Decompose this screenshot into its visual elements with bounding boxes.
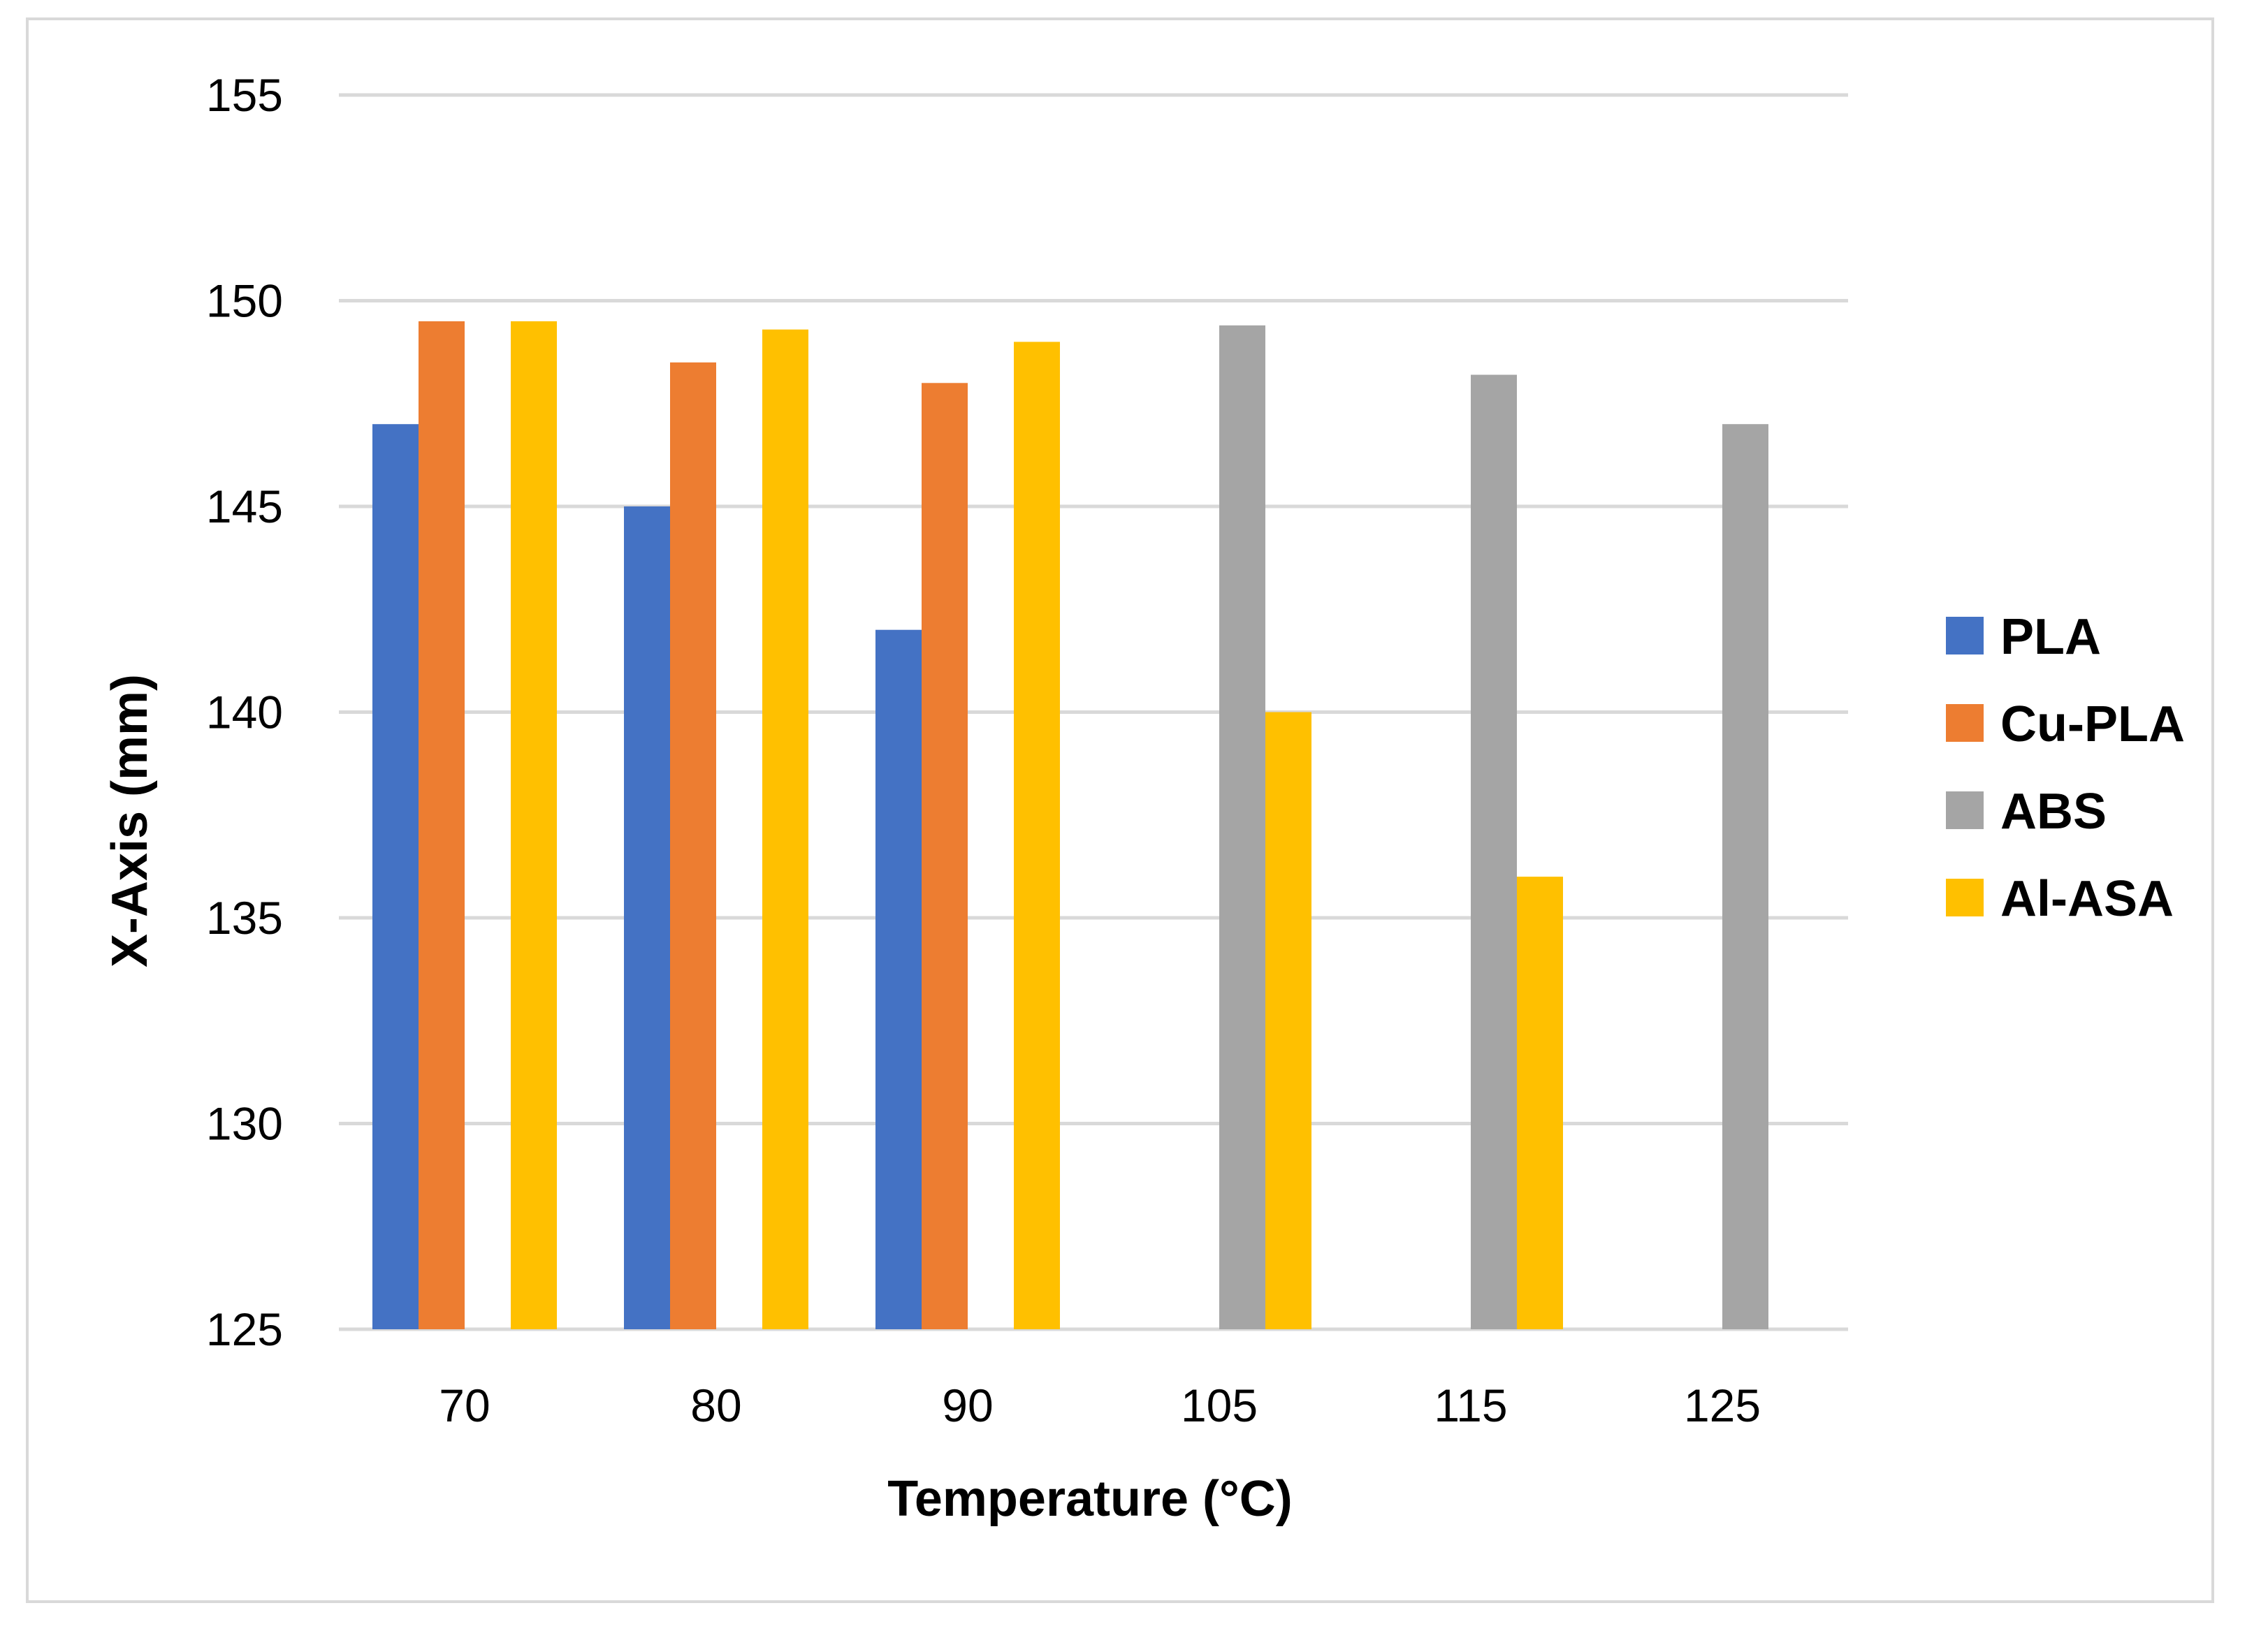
y-tick-label-145: 145 bbox=[206, 481, 283, 532]
y-tick-label-125: 125 bbox=[206, 1303, 283, 1355]
bar-abs-105 bbox=[1219, 325, 1265, 1330]
bar-al-asa-80 bbox=[762, 329, 808, 1330]
x-axis-ticks: 70 80 90 105 115 125 bbox=[439, 1380, 1761, 1431]
y-axis-title: X-Axis (mm) bbox=[102, 674, 158, 967]
legend-swatch-pla bbox=[1946, 617, 1984, 654]
x-tick-label-70: 70 bbox=[439, 1380, 490, 1431]
x-tick-label-80: 80 bbox=[690, 1380, 741, 1431]
bar-abs-125 bbox=[1722, 424, 1768, 1330]
bar-al-asa-115 bbox=[1517, 877, 1563, 1329]
x-tick-label-105: 105 bbox=[1181, 1380, 1258, 1431]
y-tick-label-130: 130 bbox=[206, 1098, 283, 1150]
legend-label-abs: ABS bbox=[2000, 784, 2107, 840]
legend-label-pla: PLA bbox=[2000, 609, 2101, 665]
bar-abs-115 bbox=[1471, 374, 1517, 1329]
x-tick-label-115: 115 bbox=[1434, 1380, 1507, 1431]
bar-al-asa-105 bbox=[1265, 712, 1311, 1329]
legend-label-cu-pla: Cu-PLA bbox=[2000, 696, 2185, 752]
legend-swatch-cu-pla bbox=[1946, 704, 1984, 742]
x-axis-title: Temperature (°C) bbox=[887, 1471, 1293, 1527]
x-tick-label-125: 125 bbox=[1684, 1380, 1761, 1431]
legend: PLA Cu-PLA ABS Al-ASA bbox=[1946, 609, 2185, 927]
y-axis-ticks: 125 130 135 140 145 150 155 bbox=[206, 69, 283, 1355]
legend-swatch-abs bbox=[1946, 791, 1984, 829]
legend-label-al-asa: Al-ASA bbox=[2000, 871, 2174, 927]
bar-al-asa-90 bbox=[1014, 342, 1060, 1329]
bar-pla-90 bbox=[875, 629, 922, 1329]
bar-cu-pla-90 bbox=[922, 383, 968, 1329]
bar-cu-pla-80 bbox=[670, 362, 716, 1329]
bar-pla-80 bbox=[624, 506, 670, 1329]
y-tick-label-140: 140 bbox=[206, 687, 283, 738]
bar-pla-70 bbox=[372, 424, 419, 1330]
legend-swatch-al-asa bbox=[1946, 879, 1984, 916]
bar-cu-pla-70 bbox=[419, 321, 465, 1330]
bar-al-asa-70 bbox=[511, 321, 557, 1330]
y-tick-label-135: 135 bbox=[206, 892, 283, 944]
x-tick-label-90: 90 bbox=[942, 1380, 993, 1431]
bars bbox=[372, 321, 1768, 1330]
y-tick-label-155: 155 bbox=[206, 69, 283, 121]
gridlines bbox=[339, 93, 1848, 1331]
y-tick-label-150: 150 bbox=[206, 275, 283, 327]
